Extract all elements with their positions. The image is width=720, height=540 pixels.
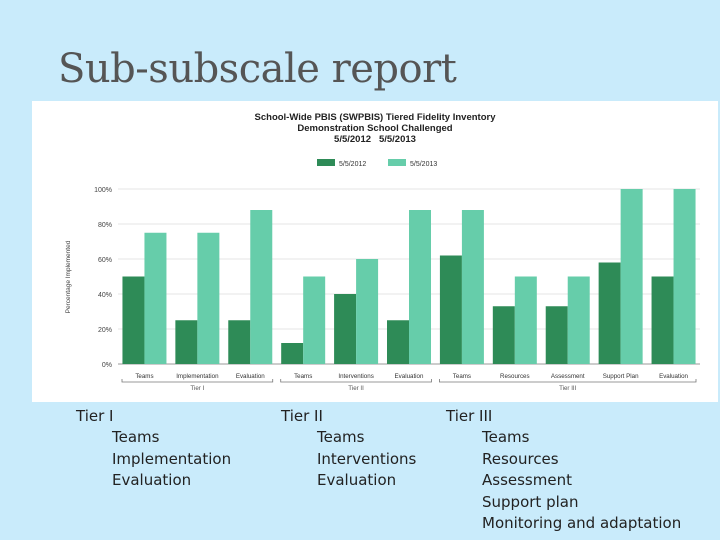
tier-1-item: Evaluation — [112, 471, 192, 490]
group-bracket — [439, 379, 697, 383]
tier-2-heading: Tier II — [281, 407, 323, 425]
x-tick-label: Interventions — [338, 373, 373, 380]
bar — [620, 189, 643, 364]
bar — [545, 306, 568, 364]
chart-subtitle: Demonstration School Challenged — [297, 123, 452, 134]
group-bracket — [121, 379, 274, 383]
bar — [334, 294, 357, 364]
bar — [356, 259, 379, 364]
bar — [598, 262, 621, 364]
group-label: Tier III — [559, 385, 577, 392]
tier-1-list: Tier I Teams Implementation Evaluation — [76, 405, 231, 492]
bar — [567, 276, 590, 364]
legend-swatch — [388, 159, 406, 166]
legend-label: 5/5/2013 — [410, 161, 437, 168]
bar — [281, 343, 304, 364]
chart-title: School-Wide PBIS (SWPBIS) Tiered Fidelit… — [255, 112, 497, 123]
y-tick-label: 80% — [98, 222, 112, 229]
bar — [409, 210, 431, 364]
x-tick-label: Teams — [135, 373, 153, 380]
slide-title: Sub-subscale report — [58, 46, 457, 92]
bar — [122, 276, 145, 364]
tier-1-item: Teams — [112, 428, 160, 446]
bar — [303, 276, 326, 364]
tier-3-item: Support plan — [482, 492, 579, 511]
bar — [673, 189, 696, 364]
chart-panel: School-Wide PBIS (SWPBIS) Tiered Fidelit… — [32, 101, 718, 402]
group-label: Tier II — [348, 385, 364, 392]
x-tick-label: Evaluation — [236, 373, 265, 380]
x-tick-label: Implementation — [176, 373, 219, 380]
x-tick-label: Evaluation — [659, 373, 688, 380]
bar — [492, 306, 515, 364]
group-label: Tier I — [190, 385, 204, 392]
tier-1-heading: Tier I — [76, 407, 114, 425]
tier-2-item: Evaluation — [317, 471, 397, 490]
y-tick-label: 0% — [102, 362, 112, 369]
y-tick-label: 20% — [98, 327, 112, 334]
x-tick-label: Teams — [294, 373, 312, 380]
bar — [250, 210, 273, 364]
bar — [144, 232, 167, 364]
y-tick-label: 60% — [98, 257, 112, 264]
y-tick-label: 40% — [98, 292, 112, 299]
group-bracket — [280, 379, 432, 383]
tier-3-item: Assessment — [482, 471, 572, 490]
tier-3-item: Resources — [482, 449, 559, 468]
tier-3-item: Monitoring and adaptation — [482, 514, 682, 533]
x-tick-label: Teams — [453, 373, 471, 380]
tier-2-item: Teams — [317, 428, 365, 446]
chart-bars — [122, 189, 696, 364]
bar — [175, 320, 198, 364]
chart-dates: 5/5/2012 5/5/2013 — [334, 134, 416, 145]
bar-chart: School-Wide PBIS (SWPBIS) Tiered Fidelit… — [65, 112, 700, 392]
bar — [461, 210, 484, 364]
legend-label: 5/5/2012 — [339, 161, 366, 168]
x-tick-label: Evaluation — [395, 373, 424, 380]
bar — [197, 232, 220, 364]
tier-3-list: Tier III Teams Resources Assessment Supp… — [446, 405, 681, 535]
tier-2-list: Tier II Teams Interventions Evaluation — [281, 405, 416, 492]
chart-legend: 5/5/2012 5/5/2013 — [317, 159, 437, 168]
tier-3-item: Teams — [482, 428, 530, 446]
x-tick-label: Support Plan — [603, 373, 639, 380]
tier-2-item: Interventions — [317, 449, 417, 468]
x-tick-label: Assessment — [551, 373, 585, 380]
y-tick-label: 100% — [94, 187, 112, 194]
tier-groups: Tier I Tier II Tier III — [121, 379, 697, 392]
legend-swatch — [317, 159, 335, 166]
y-axis-label: Percentage Implemented — [65, 240, 72, 313]
bar — [651, 276, 674, 364]
x-axis-labels: Teams Implementation Evaluation Teams Interv… — [135, 373, 688, 380]
bar — [228, 320, 251, 364]
tier-1-item: Implementation — [112, 449, 232, 468]
bar — [439, 255, 462, 364]
bar — [387, 320, 409, 364]
tier-3-heading: Tier III — [446, 407, 493, 425]
x-tick-label: Resources — [500, 373, 530, 380]
bar — [514, 276, 537, 364]
